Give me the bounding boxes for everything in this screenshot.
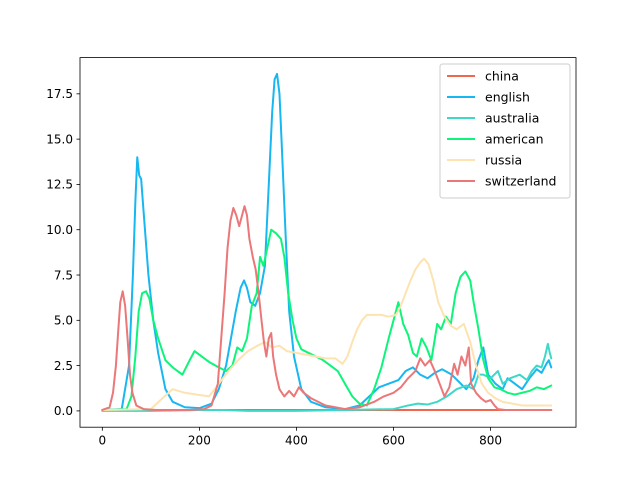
x-axis: 0 200 400 600 800 [99,427,502,448]
x-tick-label: 800 [479,434,502,448]
legend-label-american: american [485,132,544,147]
y-tick-label: 10.0 [46,223,73,237]
y-tick-label: 12.5 [46,178,73,192]
x-tick-label: 0 [99,434,107,448]
y-axis: 0.0 2.5 5.0 7.5 10.0 12.5 15.0 17.5 [46,87,80,418]
y-tick-label: 5.0 [54,314,73,328]
series-line-switzerland [101,205,553,411]
legend: china english australia american russia switz… [439,63,571,199]
legend-label-switzerland: switzerland [485,174,557,189]
series-line-english [101,72,553,411]
x-tick-label: 400 [285,434,308,448]
y-tick-label: 7.5 [54,268,73,282]
legend-label-australia: australia [485,111,539,126]
series-line-russia [101,257,553,411]
y-tick-label: 17.5 [46,87,73,101]
x-tick-label: 200 [188,434,211,448]
series-line-american [101,228,553,411]
axes-frame [79,57,577,428]
y-tick-label: 2.5 [54,359,73,373]
y-tick-label: 0.0 [54,404,73,418]
y-tick-label: 15.0 [46,132,73,146]
legend-label-english: english [485,90,530,105]
legend-label-russia: russia [485,153,522,168]
legend-label-china: china [485,69,519,84]
plot-area [101,72,553,412]
x-tick-label: 600 [382,434,405,448]
